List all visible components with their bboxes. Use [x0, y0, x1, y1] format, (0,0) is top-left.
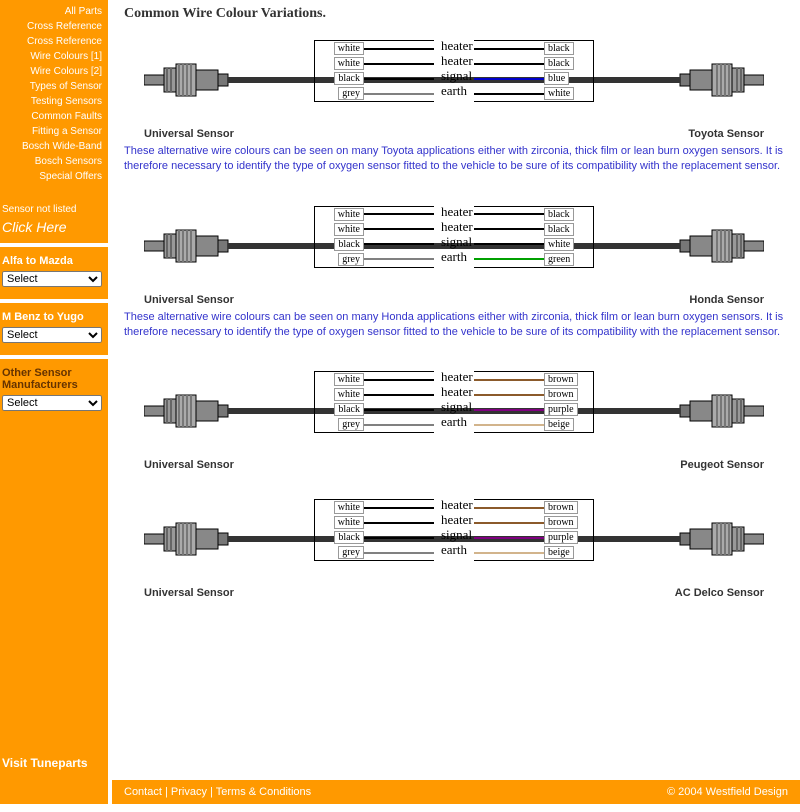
- wire-label: black: [334, 403, 364, 416]
- nav-link-2[interactable]: Cross Reference: [2, 34, 102, 49]
- wire-label: white: [334, 501, 364, 514]
- wire-label: white: [544, 238, 574, 251]
- signal-label: heater: [441, 53, 491, 68]
- sensor-icon: [669, 60, 764, 103]
- main-content: Common Wire Colour Variations. white whit…: [108, 0, 800, 780]
- page-title: Common Wire Colour Variations.: [124, 6, 784, 22]
- wire-label: brown: [544, 501, 578, 514]
- signal-label: earth: [441, 83, 491, 98]
- sidebar: All PartsCross ReferenceCross ReferenceW…: [0, 0, 108, 780]
- wire-label: white: [334, 516, 364, 529]
- select-alfa-mazda[interactable]: Select: [2, 271, 102, 287]
- copyright: © 2004 Westfield Design: [667, 786, 788, 798]
- wire-label: grey: [338, 87, 364, 100]
- signal-label: heater: [441, 369, 491, 384]
- signal-label: heater: [441, 219, 491, 234]
- universal-sensor-label: Universal Sensor: [144, 587, 234, 599]
- wire-label: black: [544, 208, 574, 221]
- nav-link-4[interactable]: Wire Colours [2]: [2, 64, 102, 79]
- section-mbenz-yugo: M Benz to Yugo: [2, 309, 102, 325]
- nav-link-8[interactable]: Fitting a Sensor: [2, 124, 102, 139]
- wire-label: brown: [544, 373, 578, 386]
- sensor-icon: [669, 391, 764, 434]
- universal-sensor-label: Universal Sensor: [144, 459, 234, 471]
- nav-link-9[interactable]: Bosch Wide-Band: [2, 139, 102, 154]
- signal-label: heater: [441, 384, 491, 399]
- nav-link-7[interactable]: Common Faults: [2, 109, 102, 124]
- nav-link-6[interactable]: Testing Sensors: [2, 94, 102, 109]
- nav-link-1[interactable]: Cross Reference: [2, 19, 102, 34]
- wire-label: white: [334, 57, 364, 70]
- nav-link-0[interactable]: All Parts: [2, 4, 102, 19]
- wire-label: purple: [544, 531, 578, 544]
- signal-label: signal: [441, 234, 491, 249]
- sensor-icon: [144, 60, 239, 103]
- sensor-icon: [669, 519, 764, 562]
- wire-label: white: [334, 208, 364, 221]
- variant-sensor-label: Toyota Sensor: [688, 128, 764, 140]
- wire-label: black: [334, 238, 364, 251]
- wire-label: beige: [544, 418, 574, 431]
- footer-link[interactable]: Terms & Conditions: [216, 786, 311, 798]
- wire-label: black: [544, 223, 574, 236]
- wire-label: black: [334, 72, 364, 85]
- wire-label: brown: [544, 516, 578, 529]
- variant-sensor-label: AC Delco Sensor: [675, 587, 764, 599]
- click-here-link[interactable]: Click Here: [2, 217, 102, 237]
- signal-label: earth: [441, 414, 491, 429]
- wire-label: white: [334, 42, 364, 55]
- footer-link[interactable]: Contact: [124, 786, 162, 798]
- sensor-not-listed-label: Sensor not listed: [2, 202, 102, 217]
- nav-link-3[interactable]: Wire Colours [1]: [2, 49, 102, 64]
- visit-tuneparts-link[interactable]: Visit Tuneparts: [2, 750, 102, 776]
- wire-label: white: [334, 373, 364, 386]
- wire-label: green: [544, 253, 574, 266]
- variant-sensor-label: Peugeot Sensor: [680, 459, 764, 471]
- signal-label: heater: [441, 204, 491, 219]
- nav-link-10[interactable]: Bosch Sensors: [2, 154, 102, 169]
- wire-label: white: [334, 388, 364, 401]
- wire-label: purple: [544, 403, 578, 416]
- footer-link[interactable]: Privacy: [171, 786, 207, 798]
- wire-label: beige: [544, 546, 574, 559]
- section-other-manufacturers: Other Sensor Manufacturers: [2, 365, 102, 393]
- footer: Contact | Privacy | Terms & Conditions ©…: [0, 780, 800, 804]
- wire-label: blue: [544, 72, 569, 85]
- sensor-icon: [144, 226, 239, 269]
- signal-label: heater: [441, 38, 491, 53]
- select-mbenz-yugo[interactable]: Select: [2, 327, 102, 343]
- wire-label: white: [334, 223, 364, 236]
- universal-sensor-label: Universal Sensor: [144, 294, 234, 306]
- wire-label: grey: [338, 418, 364, 431]
- signal-label: signal: [441, 399, 491, 414]
- signal-label: earth: [441, 249, 491, 264]
- wire-label: black: [544, 42, 574, 55]
- sensor-icon: [144, 391, 239, 434]
- sensor-icon: [144, 519, 239, 562]
- variant-sensor-label: Honda Sensor: [689, 294, 764, 306]
- nav-link-11[interactable]: Special Offers: [2, 169, 102, 184]
- wire-label: white: [544, 87, 574, 100]
- wire-label: grey: [338, 253, 364, 266]
- signal-label: signal: [441, 527, 491, 542]
- wire-label: black: [334, 531, 364, 544]
- signal-label: signal: [441, 68, 491, 83]
- wire-label: grey: [338, 546, 364, 559]
- wire-label: black: [544, 57, 574, 70]
- universal-sensor-label: Universal Sensor: [144, 128, 234, 140]
- signal-label: heater: [441, 512, 491, 527]
- select-other-manufacturers[interactable]: Select: [2, 395, 102, 411]
- wire-label: brown: [544, 388, 578, 401]
- sensor-icon: [669, 226, 764, 269]
- variant-description: These alternative wire colours can be se…: [124, 310, 784, 340]
- variant-description: These alternative wire colours can be se…: [124, 144, 784, 174]
- signal-label: earth: [441, 542, 491, 557]
- section-alfa-mazda: Alfa to Mazda: [2, 253, 102, 269]
- signal-label: heater: [441, 497, 491, 512]
- nav-link-5[interactable]: Types of Sensor: [2, 79, 102, 94]
